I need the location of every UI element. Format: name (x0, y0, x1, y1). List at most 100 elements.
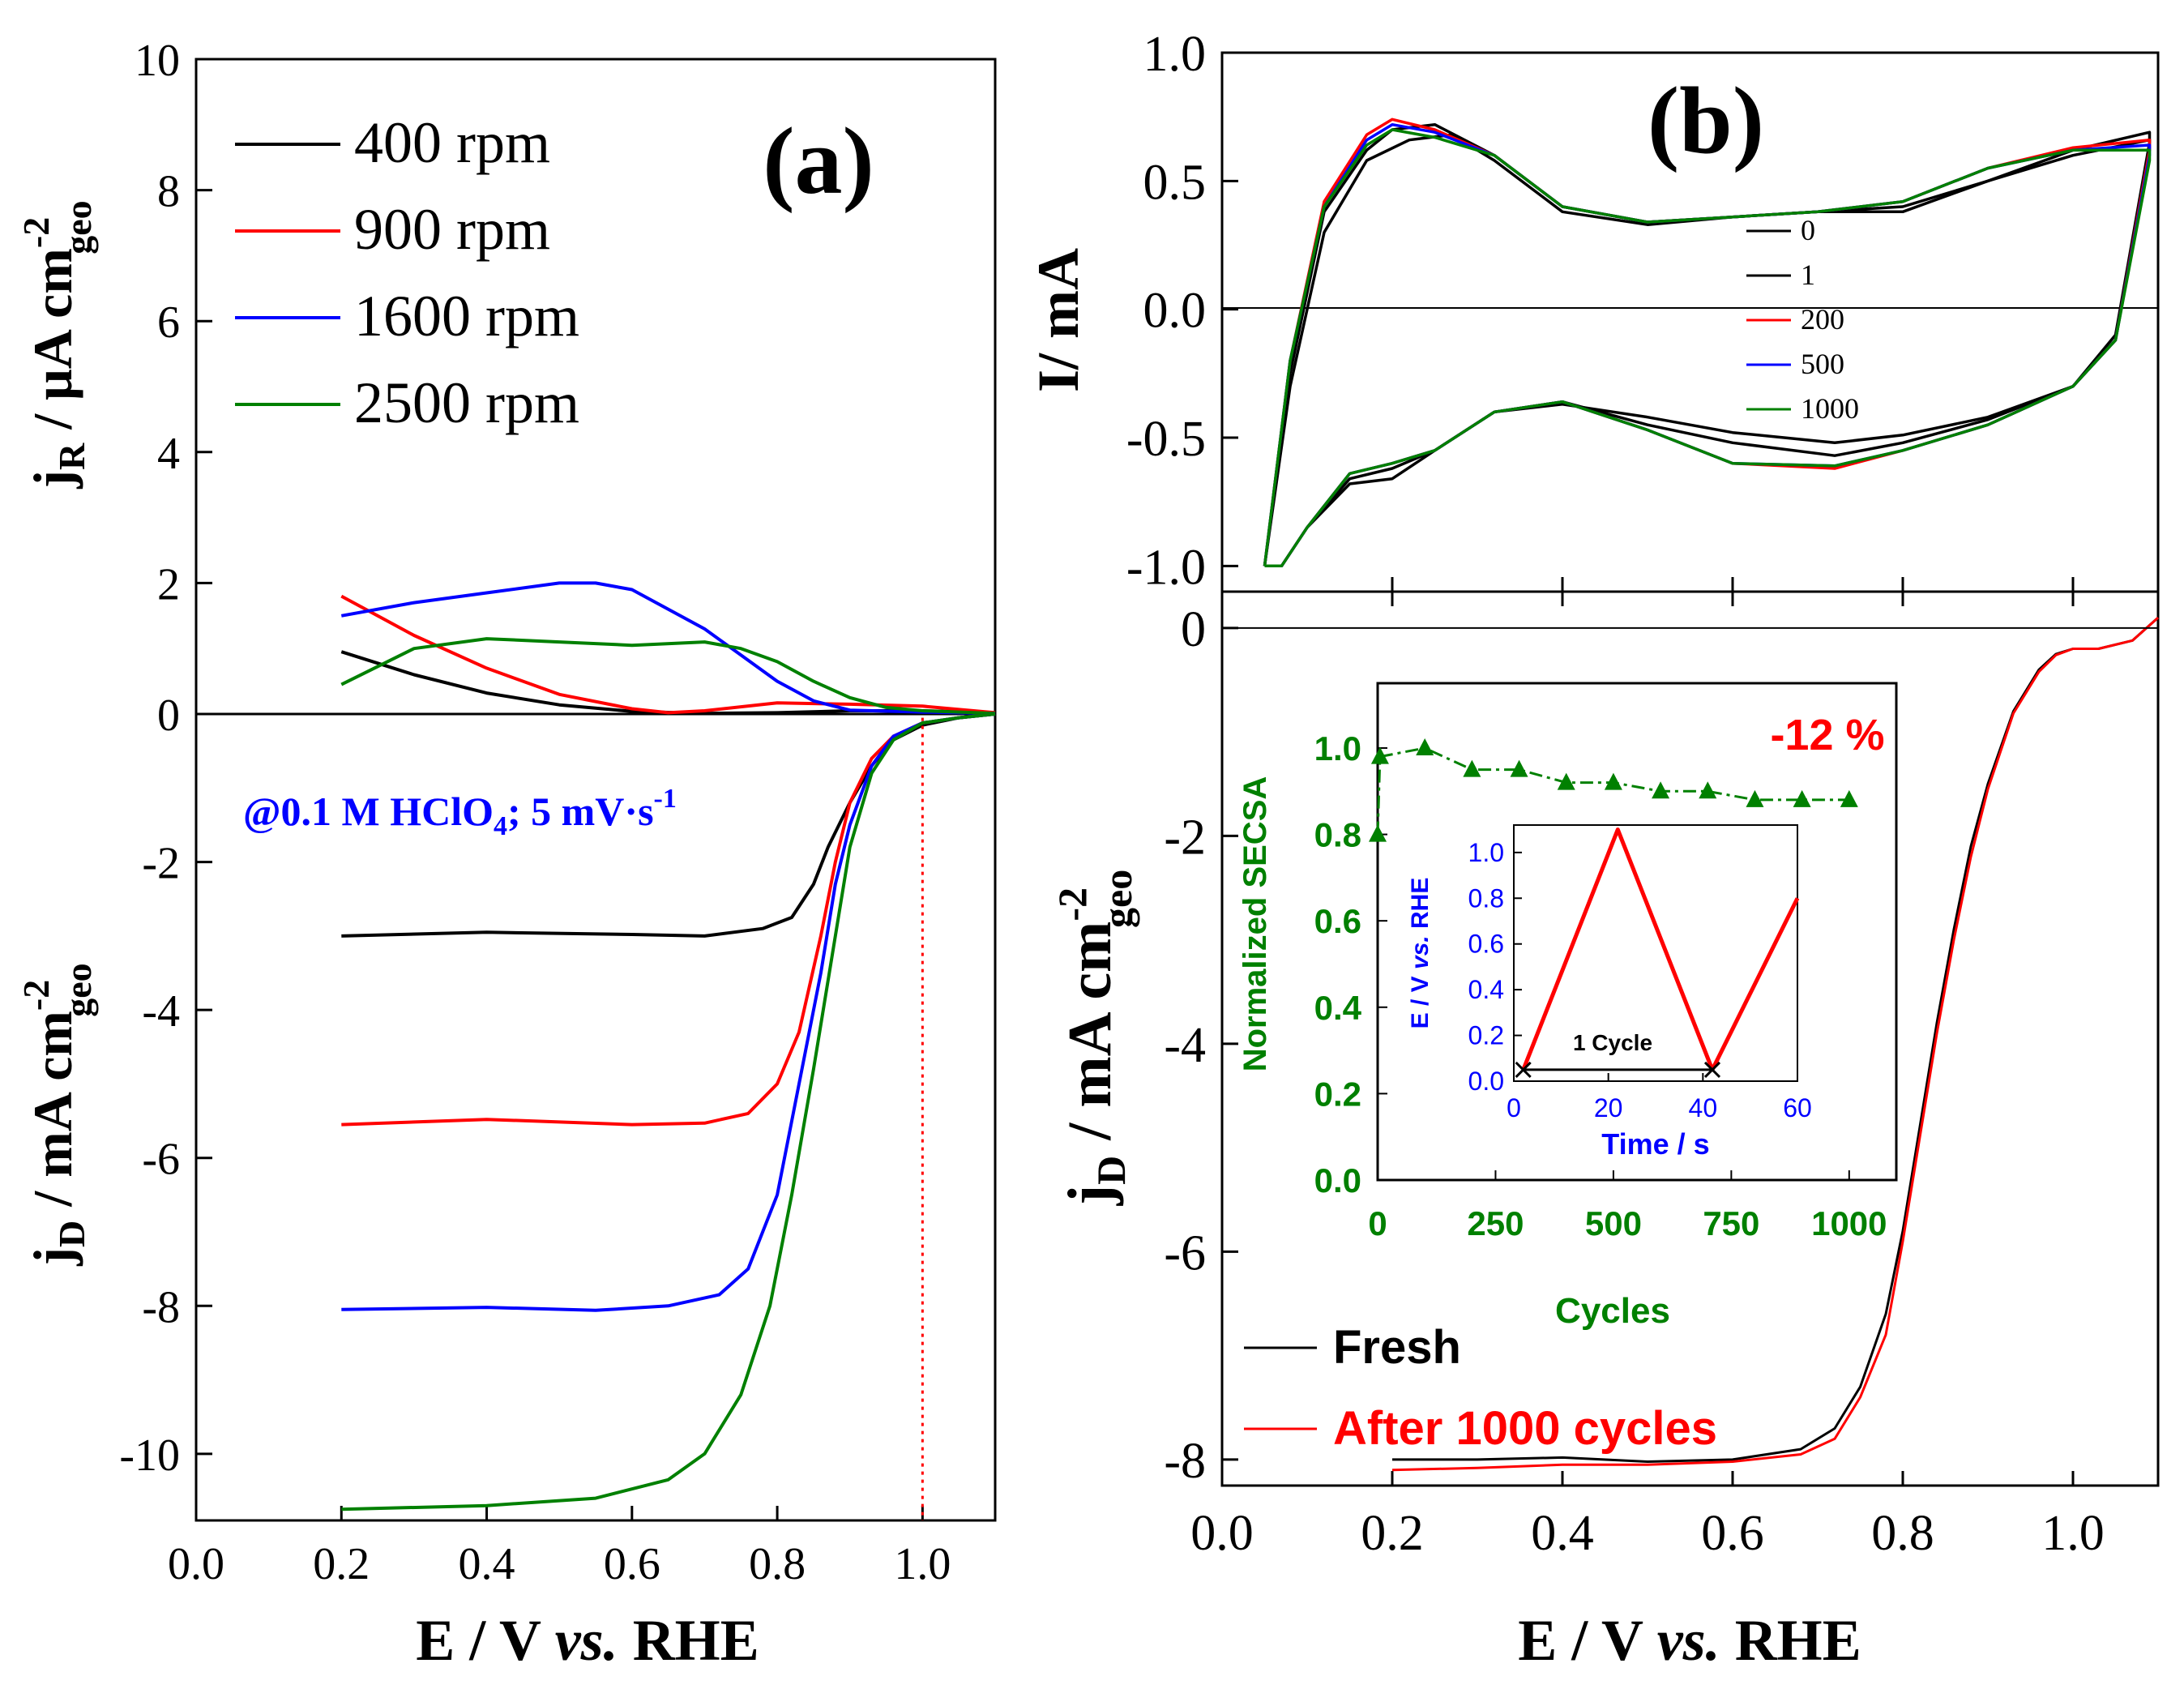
secsa-xlabel: Cycles (1555, 1291, 1670, 1331)
potential-ylabel-post: RHE (1407, 878, 1434, 936)
a-lower-ytick-label: -10 (119, 1430, 180, 1481)
orr-jd-unit: / mA cm (1056, 921, 1124, 1156)
orr-xlabel-pre: E / V (1518, 1608, 1656, 1673)
cv-line-0 (1263, 130, 2152, 568)
potential-ticks: 0 20 40 60 0.0 0.2 0.4 0.6 0.8 1.0 (1468, 838, 1812, 1122)
jd-main: j (22, 1247, 83, 1267)
potential-ylabel-pre: E / V (1407, 969, 1434, 1028)
panel-b-orr-frame (1220, 590, 2160, 1487)
panel-b-label: (b) (1648, 67, 1764, 173)
potential-xtick-label: 20 (1594, 1093, 1623, 1122)
orr-jd-sup: -2 (1049, 887, 1095, 921)
jd-sub: D (51, 1221, 92, 1247)
potential-ytick-label: 1.0 (1468, 838, 1504, 867)
orr-xlabel-post: RHE (1720, 1608, 1861, 1673)
orr-jd-main: j (1056, 1185, 1124, 1206)
potential-ytick-label: 0.0 (1468, 1067, 1504, 1096)
legend-label-400: 400 rpm (354, 110, 550, 175)
jd-sub2: geo (58, 963, 99, 1016)
secsa-marker (1370, 746, 1389, 764)
orr-ytick-label: -8 (1164, 1434, 1206, 1489)
potential-series (1521, 827, 1800, 1072)
jr-sub2: geo (58, 200, 99, 254)
secsa-marker (1793, 789, 1811, 807)
orr-xlabel: E / V vs. RHE (1518, 1608, 1861, 1673)
a-xtick-label: 1.0 (894, 1539, 951, 1589)
xlabel-em: vs. (555, 1608, 618, 1673)
annotation-text-2: ; 5 mV·s (507, 789, 654, 834)
cv-ytick-label: -1.0 (1126, 540, 1206, 595)
panel-b-orr: 0.0 0.2 0.4 0.6 0.8 1.00-2-4-6-8 jD / mA cm-2… (1049, 590, 2160, 1673)
secsa-xtick-label: 500 (1585, 1204, 1642, 1242)
a-lower-line-2500 (341, 712, 996, 1512)
a-upper-ytick-label: 10 (135, 36, 180, 86)
cv-legend-label-500: 500 (1801, 348, 1844, 380)
secsa-line (1376, 746, 1849, 835)
orr-legend-label-after: After 1000 cycles (1333, 1402, 1717, 1455)
panel-a-frame (194, 58, 997, 1522)
panel-a-legend: 400 rpm 900 rpm 1600 rpm 2500 rpm (235, 110, 579, 435)
secsa-ytick-label: 0.6 (1314, 902, 1361, 940)
orr-ytick-label: -2 (1164, 810, 1206, 865)
a-lower-ytick-label: -4 (142, 986, 180, 1037)
orr-legend: Fresh After 1000 cycles (1244, 1321, 1717, 1455)
cv-line-1 (1263, 122, 2152, 568)
cv-series (1263, 118, 2152, 568)
cv-line-200 (1263, 118, 2152, 568)
jd-unit: / mA cm (22, 1011, 83, 1221)
secsa-ytick-label: 0.4 (1314, 989, 1362, 1027)
panel-a-label: (a) (763, 108, 874, 214)
a-lower-ytick-label: -2 (142, 839, 180, 889)
orr-ylabel: jD / mA cm-2geo (1049, 870, 1140, 1206)
a-upper-ytick-label: 2 (157, 559, 180, 609)
orr-xtick-label: 1.0 (2041, 1506, 2105, 1561)
orr-xtick-label: 0.4 (1531, 1506, 1594, 1561)
a-upper-ytick-label: 0 (157, 691, 180, 741)
secsa-ylabel: Normalized SECSA (1237, 776, 1273, 1072)
electrolyte-annotation: @0.1 M HClO4; 5 mV·s-1 (243, 784, 677, 841)
potential-ytick-label: 0.2 (1468, 1021, 1504, 1050)
orr-legend-label-fresh: Fresh (1333, 1321, 1461, 1374)
a-xtick-label: 0.8 (749, 1539, 806, 1589)
xlabel-pre: E / V (416, 1608, 554, 1673)
cv-legend-label-1000: 1000 (1801, 392, 1859, 425)
cv-legend: 0 1 200 500 1000 (1746, 214, 1859, 425)
secsa-marker (1840, 789, 1858, 807)
jr-main: j (22, 470, 83, 490)
a-lower-line-900 (341, 712, 996, 1127)
potential-xtick-label: 60 (1783, 1093, 1812, 1122)
secsa-marker (1652, 781, 1670, 799)
cv-line-500 (1263, 122, 2152, 568)
a-xtick-label: 0.0 (168, 1539, 224, 1589)
potential-xtick-label: 0 (1507, 1093, 1521, 1122)
a-xtick-label: 0.4 (459, 1539, 515, 1589)
orr-line-after (1391, 616, 2160, 1472)
a-lower-ytick-label: -8 (142, 1282, 180, 1332)
annotation-text-1: @0.1 M HClO (243, 789, 494, 834)
legend-item-900: 900 rpm (235, 197, 550, 262)
cycle-arrow (1515, 1061, 1721, 1078)
inset-potential-bg (1513, 824, 1798, 1082)
secsa-marker (1557, 772, 1575, 790)
orr-series (1391, 616, 2160, 1472)
orr-ticks: 0.0 0.2 0.4 0.6 0.8 1.0 0 -2 -4 -6 -8 (1164, 592, 2105, 1561)
annotation-sup: -1 (654, 784, 677, 814)
a-xtick-label: 0.6 (604, 1539, 660, 1589)
a-lower-ytick-label: -6 (142, 1135, 180, 1185)
xlabel-post: RHE (618, 1608, 759, 1673)
secsa-ytick-label: 0.2 (1314, 1075, 1361, 1113)
potential-ytick-label: 0.4 (1468, 975, 1504, 1004)
a-upper-line-1600 (340, 581, 996, 716)
panel-a: 0.0 0.2 0.4 0.6 0.8 1.0 0 2 4 6 8 10 -10 -8 -6 -4 -2 (a)… (15, 36, 997, 1673)
jr-unit: / μA cm (22, 248, 83, 443)
orr-jd-sub: D (1088, 1156, 1134, 1185)
a-upper-ytick-label: 6 (157, 297, 180, 348)
a-upper-ytick-label: 4 (157, 429, 180, 479)
cv-ytick-label: 1.0 (1143, 27, 1207, 82)
cv-ticks: 1.0 0.5 0.0 -0.5 -1.0 (1126, 27, 2075, 595)
orr-xlabel-em: vs. (1657, 1608, 1720, 1673)
potential-xtick-label: 40 (1689, 1093, 1718, 1122)
orr-ytick-label: -6 (1164, 1225, 1206, 1281)
panel-a-lower-series (341, 712, 996, 1512)
